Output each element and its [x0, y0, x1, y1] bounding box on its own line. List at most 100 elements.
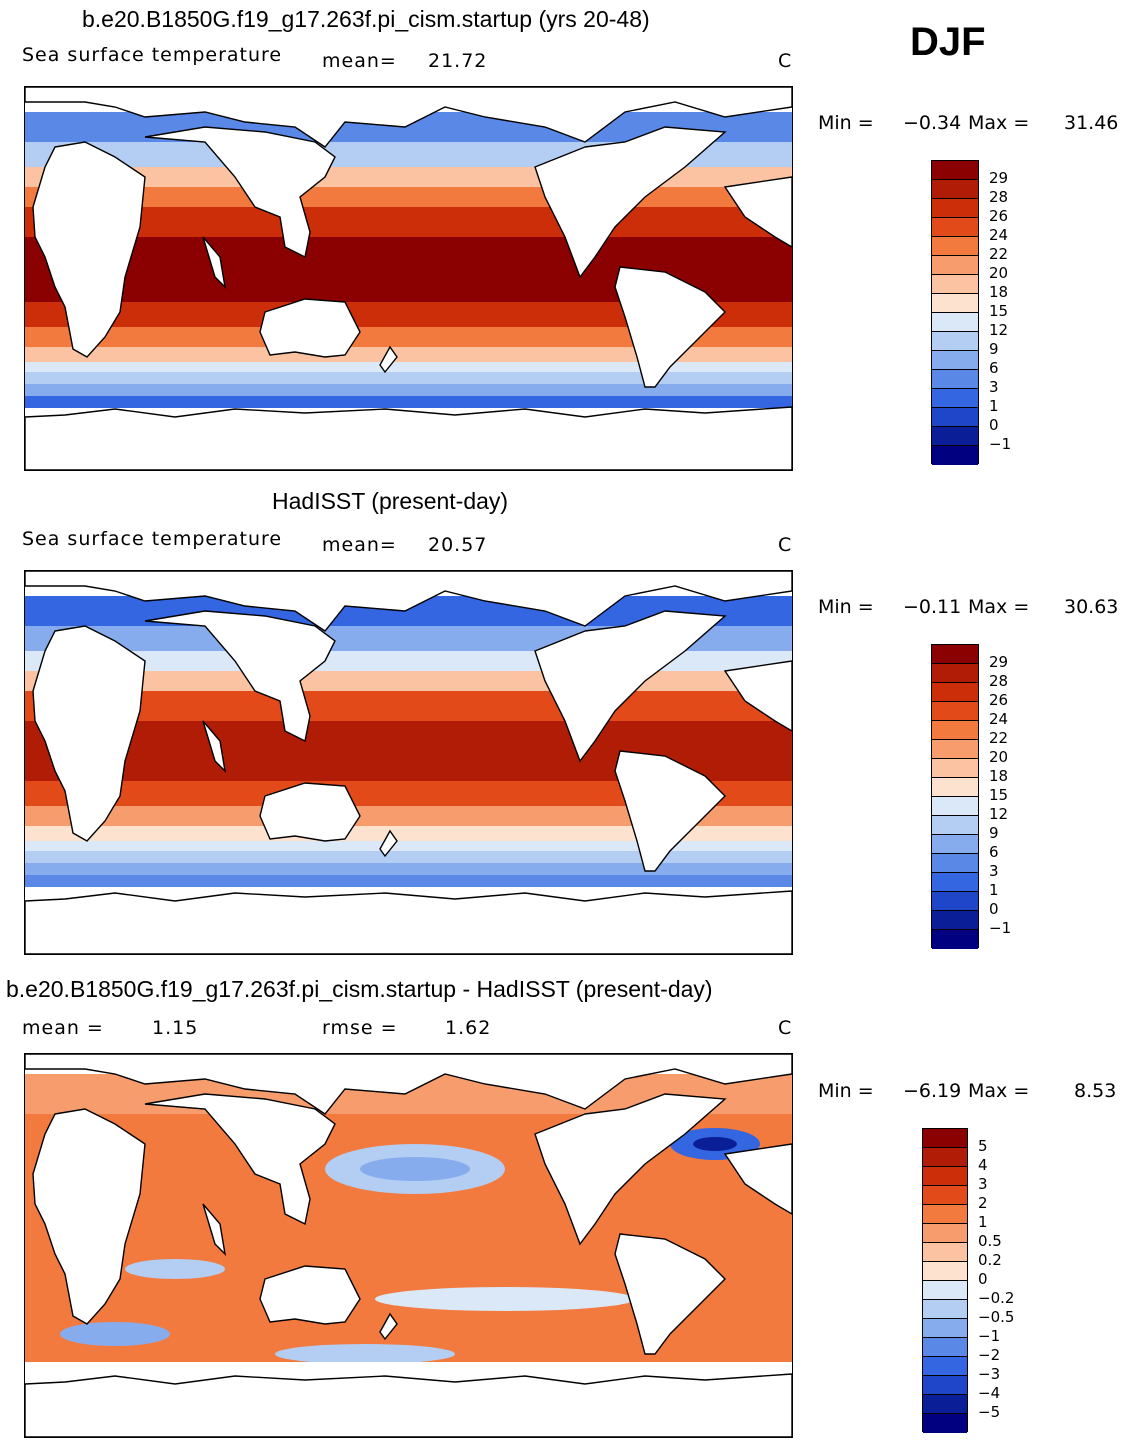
colorbar-swatch	[932, 218, 978, 237]
panel-1-mean-value: 21.72	[428, 50, 488, 72]
panel-1-map-svg	[25, 87, 792, 470]
colorbar-tick-label: 15	[989, 302, 1009, 320]
panel-2-map-svg	[25, 571, 792, 954]
colorbar-tick-label: 3	[989, 378, 999, 396]
colorbar-swatch	[923, 1376, 967, 1395]
colorbar-swatch	[923, 1281, 967, 1300]
panel-2-map	[24, 570, 793, 955]
colorbar-swatch	[932, 275, 978, 294]
colorbar-tick-label: −1	[978, 1327, 1001, 1345]
colorbar-tick-label: 28	[989, 188, 1009, 206]
colorbar-swatch	[932, 797, 978, 816]
panel-3-min-value: −6.19	[903, 1080, 962, 1102]
colorbar-swatch	[923, 1205, 967, 1224]
colorbar-swatch	[932, 237, 978, 256]
panel-3-units: C	[778, 1017, 793, 1039]
panel-1-max-value: 31.46	[1064, 112, 1119, 134]
panel-3-title: b.e20.B1850G.f19_g17.263f.pi_cism.startu…	[6, 976, 713, 1002]
colorbar-swatch	[923, 1148, 967, 1167]
colorbar-tick-label: 3	[989, 862, 999, 880]
colorbar-tick-label: 3	[978, 1175, 988, 1193]
colorbar-swatch	[923, 1262, 967, 1281]
colorbar-tick-label: 6	[989, 843, 999, 861]
colorbar-swatch	[932, 332, 978, 351]
colorbar-tick-label: −2	[978, 1346, 1001, 1364]
colorbar-tick-label: 20	[989, 264, 1009, 282]
colorbar-swatch	[932, 408, 978, 427]
colorbar-tick-label: 1	[978, 1213, 988, 1231]
colorbar-swatch	[932, 835, 978, 854]
colorbar-swatch	[932, 645, 978, 664]
panel-1-title: b.e20.B1850G.f19_g17.263f.pi_cism.startu…	[82, 6, 650, 32]
colorbar-swatch	[932, 892, 978, 911]
panel-2-mean-value: 20.57	[428, 534, 488, 556]
panel-3-rmse-label: rmse =	[322, 1017, 398, 1039]
colorbar-swatch	[923, 1357, 967, 1376]
colorbar-tick-label: 29	[989, 169, 1009, 187]
colorbar-tick-label: 2	[978, 1194, 988, 1212]
panel-3-map-svg	[25, 1054, 792, 1437]
panel-2-max-value: 30.63	[1064, 596, 1119, 618]
colorbar-tick-label: 22	[989, 245, 1009, 263]
colorbar-tick-label: 22	[989, 729, 1009, 747]
panel-1-coastlines	[25, 87, 792, 470]
colorbar-tick-label: 24	[989, 226, 1009, 244]
panel-2-min-value: −0.11	[903, 596, 962, 618]
colorbar-tick-label: 0.2	[978, 1251, 1002, 1269]
colorbar-swatch	[932, 702, 978, 721]
panel-1-colorbar	[931, 160, 979, 465]
colorbar-swatch	[923, 1300, 967, 1319]
colorbar-tick-label: −5	[978, 1403, 1001, 1421]
colorbar-swatch	[923, 1167, 967, 1186]
panel-1-max-label: Max =	[968, 112, 1030, 134]
colorbar-swatch	[932, 351, 978, 370]
colorbar-tick-label: 0.5	[978, 1232, 1002, 1250]
colorbar-tick-label: −3	[978, 1365, 1001, 1383]
colorbar-tick-label: 0	[989, 416, 999, 434]
colorbar-swatch	[932, 911, 978, 930]
colorbar-swatch	[932, 427, 978, 446]
colorbar-swatch	[932, 683, 978, 702]
colorbar-swatch	[932, 256, 978, 275]
panel-3-max-value: 8.53	[1074, 1080, 1117, 1102]
colorbar-swatch	[923, 1243, 967, 1262]
colorbar-swatch	[932, 816, 978, 835]
panel-1-min-label: Min =	[818, 112, 874, 134]
colorbar-swatch	[932, 389, 978, 408]
colorbar-swatch	[932, 873, 978, 892]
colorbar-tick-label: −1	[989, 435, 1012, 453]
panel-1-variable-label: Sea surface temperature	[22, 44, 283, 66]
colorbar-swatch	[932, 446, 978, 465]
panel-1-map	[24, 86, 793, 471]
panel-2-variable-label: Sea surface temperature	[22, 528, 283, 550]
colorbar-swatch	[932, 930, 978, 949]
panel-2-units: C	[778, 534, 793, 556]
panel-2-colorbar	[931, 644, 979, 949]
colorbar-swatch	[932, 180, 978, 199]
colorbar-swatch	[932, 854, 978, 873]
panel-3-rmse-value: 1.62	[445, 1017, 492, 1039]
panel-1-min-value: −0.34	[903, 112, 962, 134]
colorbar-tick-label: 0	[978, 1270, 988, 1288]
panel-3-coastlines	[25, 1054, 792, 1437]
colorbar-tick-label: 20	[989, 748, 1009, 766]
panel-3-mean-value: 1.15	[152, 1017, 199, 1039]
colorbar-tick-label: 5	[978, 1137, 988, 1155]
colorbar-swatch	[932, 313, 978, 332]
colorbar-swatch	[932, 721, 978, 740]
colorbar-tick-label: 9	[989, 340, 999, 358]
colorbar-tick-label: 28	[989, 672, 1009, 690]
panel-3-mean-label: mean =	[22, 1017, 104, 1039]
colorbar-tick-label: −0.5	[978, 1308, 1015, 1326]
colorbar-swatch	[923, 1338, 967, 1357]
panel-3-colorbar	[922, 1128, 968, 1433]
colorbar-tick-label: 0	[989, 900, 999, 918]
colorbar-tick-label: 12	[989, 321, 1009, 339]
colorbar-tick-label: 18	[989, 283, 1009, 301]
colorbar-tick-label: 18	[989, 767, 1009, 785]
colorbar-swatch	[923, 1414, 967, 1433]
colorbar-tick-label: −4	[978, 1384, 1001, 1402]
colorbar-tick-label: 12	[989, 805, 1009, 823]
colorbar-tick-label: 15	[989, 786, 1009, 804]
colorbar-swatch	[923, 1224, 967, 1243]
